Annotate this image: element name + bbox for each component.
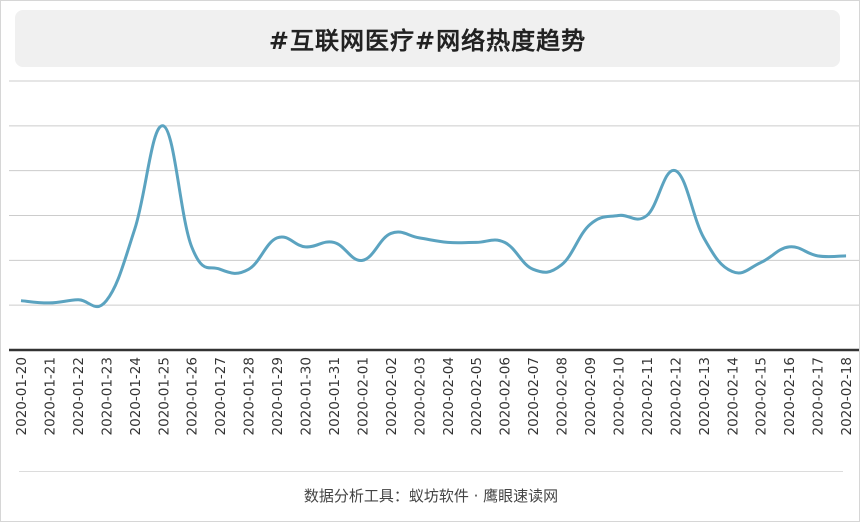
x-tick-label: 2020-02-16 — [782, 357, 798, 435]
data-point — [503, 241, 506, 244]
data-point — [418, 236, 421, 239]
title-banner: #互联网医疗#网络热度趋势 — [15, 10, 840, 67]
x-tick-label: 2020-02-17 — [811, 357, 827, 435]
data-point — [162, 124, 165, 127]
x-tick-label: 2020-02-02 — [384, 357, 400, 435]
data-point — [20, 299, 23, 302]
x-tick-label: 2020-01-29 — [270, 357, 286, 435]
footer-credit: 数据分析工具：蚁坊软件 · 鹰眼速读网 — [303, 487, 559, 505]
chart-title: #互联网医疗#网络热度趋势 — [268, 27, 587, 55]
x-tick-label: 2020-02-13 — [697, 357, 713, 435]
data-point — [617, 214, 620, 217]
line-chart: 2020-01-20 2020-01-21 2020-01-22 2020-01-23… — [9, 80, 859, 435]
x-tick-label: 2020-01-23 — [99, 357, 115, 435]
data-point — [247, 268, 250, 271]
data-point — [589, 223, 592, 226]
data-point — [702, 236, 705, 239]
x-tick-label: 2020-01-31 — [327, 357, 343, 435]
x-tick-label: 2020-01-30 — [299, 357, 315, 435]
x-tick-label: 2020-02-12 — [668, 357, 684, 435]
x-tick-label: 2020-02-18 — [839, 357, 855, 435]
x-tick-label: 2020-02-04 — [441, 357, 457, 435]
x-tick-label: 2020-02-14 — [725, 357, 741, 435]
data-point — [446, 241, 449, 244]
x-tick-label: 2020-02-11 — [640, 357, 656, 435]
x-tick-label: 2020-01-24 — [128, 357, 144, 435]
data-point — [276, 236, 279, 239]
data-point — [788, 245, 791, 248]
x-tick-label: 2020-02-07 — [526, 357, 542, 435]
x-tick-label: 2020-02-09 — [583, 357, 599, 435]
data-point — [731, 270, 734, 273]
data-point — [219, 268, 222, 271]
x-tick-label: 2020-02-03 — [412, 357, 428, 435]
x-tick-label: 2020-02-05 — [469, 357, 485, 435]
data-point — [816, 254, 819, 257]
footer-divider — [19, 471, 843, 472]
series-line — [20, 124, 847, 309]
data-point — [645, 214, 648, 217]
x-tick-label: 2020-02-06 — [498, 357, 514, 435]
data-point — [560, 263, 563, 266]
x-tick-label: 2020-02-10 — [611, 357, 627, 435]
data-point — [475, 241, 478, 244]
data-point — [674, 169, 677, 172]
data-point — [133, 227, 136, 230]
data-point — [361, 259, 364, 262]
data-point — [105, 299, 108, 302]
x-tick-label: 2020-02-15 — [754, 357, 770, 435]
x-tick-label: 2020-01-25 — [156, 357, 172, 435]
x-tick-label: 2020-01-22 — [71, 357, 87, 435]
data-point — [845, 254, 848, 257]
x-tick-label: 2020-01-21 — [42, 357, 58, 435]
x-tick-label: 2020-01-28 — [242, 357, 258, 435]
x-tick-label: 2020-01-27 — [213, 357, 229, 435]
data-point — [332, 241, 335, 244]
data-point — [389, 232, 392, 235]
data-point — [48, 301, 51, 304]
x-tick-label: 2020-01-20 — [14, 357, 30, 435]
x-tick-label: 2020-02-08 — [555, 357, 571, 435]
data-point — [190, 245, 193, 248]
x-tick-label: 2020-02-01 — [355, 357, 371, 435]
x-tick-label: 2020-01-26 — [185, 357, 201, 435]
data-point — [759, 261, 762, 264]
data-point — [532, 268, 535, 271]
data-point — [76, 298, 79, 301]
data-point — [304, 245, 307, 248]
